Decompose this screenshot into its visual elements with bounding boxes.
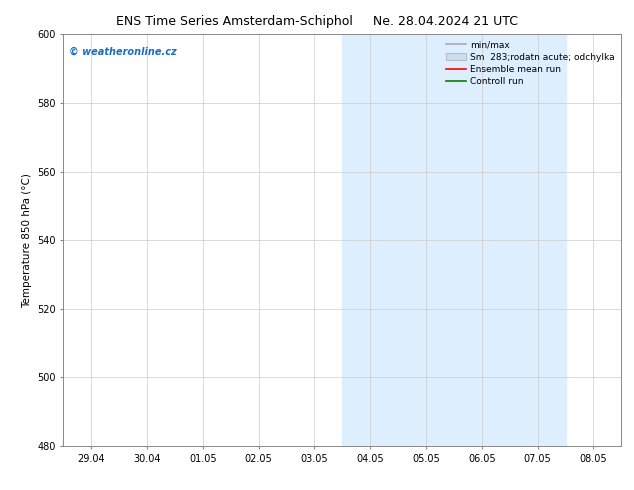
- Bar: [454, 34, 566, 446]
- Legend: min/max, Sm  283;rodatn acute; odchylka, Ensemble mean run, Controll run: min/max, Sm 283;rodatn acute; odchylka, …: [444, 39, 617, 88]
- Bar: [342, 34, 454, 446]
- Text: © weatheronline.cz: © weatheronline.cz: [69, 47, 177, 57]
- Text: ENS Time Series Amsterdam-Schiphol     Ne. 28.04.2024 21 UTC: ENS Time Series Amsterdam-Schiphol Ne. 2…: [116, 15, 518, 28]
- Y-axis label: Temperature 850 hPa (°C): Temperature 850 hPa (°C): [22, 172, 32, 308]
